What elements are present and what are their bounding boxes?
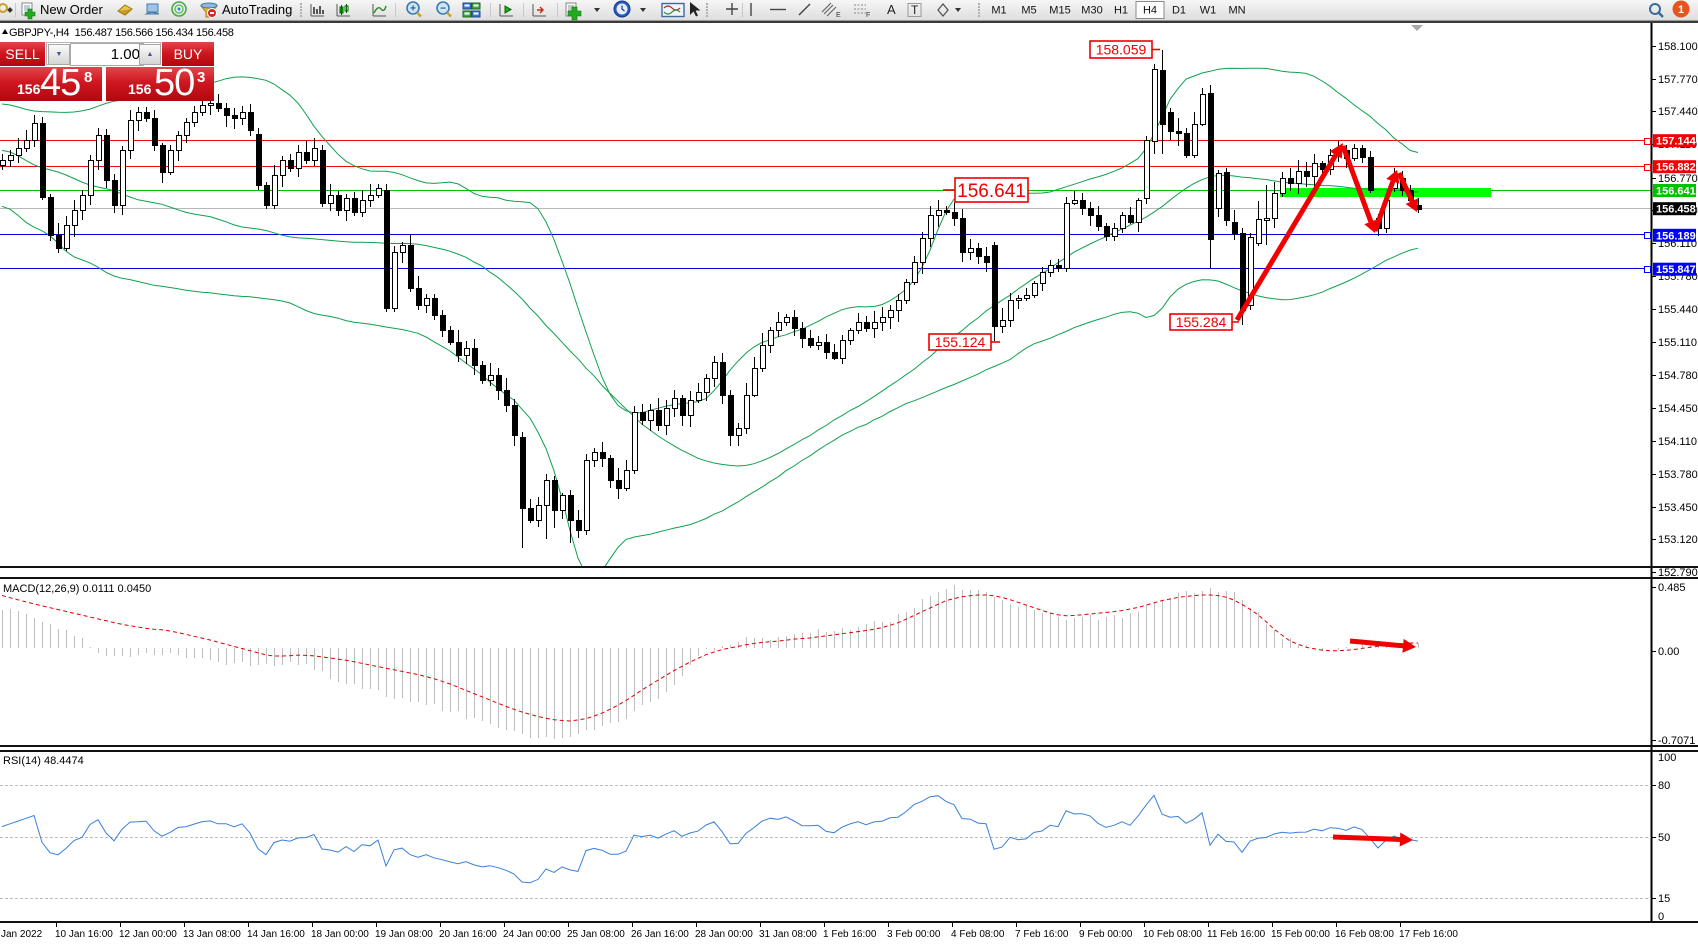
svg-text:0.485: 0.485: [1658, 582, 1686, 594]
svg-text:RSI(14) 48.4474: RSI(14) 48.4474: [3, 755, 84, 767]
svg-text:28 Jan 00:00: 28 Jan 00:00: [695, 929, 753, 940]
svg-text:155.440: 155.440: [1658, 304, 1698, 316]
svg-text:25 Jan 08:00: 25 Jan 08:00: [567, 929, 625, 940]
svg-text:H1: H1: [1114, 5, 1128, 17]
svg-text:15 Feb 00:00: 15 Feb 00:00: [1271, 929, 1330, 940]
svg-text:26 Jan 16:00: 26 Jan 16:00: [631, 929, 689, 940]
svg-text:50: 50: [1658, 832, 1670, 844]
svg-text:E: E: [836, 12, 841, 19]
svg-text:155.284: 155.284: [1176, 314, 1227, 330]
svg-text:0: 0: [1658, 911, 1664, 923]
svg-text:16 Feb 08:00: 16 Feb 08:00: [1335, 929, 1394, 940]
svg-text:MACD(12,26,9) 0.0111 0.0450: MACD(12,26,9) 0.0111 0.0450: [3, 583, 151, 595]
svg-text:7 Feb 16:00: 7 Feb 16:00: [1015, 929, 1069, 940]
svg-text:80: 80: [1658, 780, 1670, 792]
svg-text:156.641: 156.641: [957, 181, 1026, 202]
svg-text:1 Feb 16:00: 1 Feb 16:00: [823, 929, 877, 940]
svg-text:156.189: 156.189: [1656, 230, 1696, 242]
svg-text:31 Jan 08:00: 31 Jan 08:00: [759, 929, 817, 940]
svg-text:F: F: [866, 12, 870, 19]
svg-text:156.882: 156.882: [1656, 162, 1696, 174]
svg-text:MN: MN: [1228, 5, 1245, 17]
svg-text:18 Jan 00:00: 18 Jan 00:00: [311, 929, 369, 940]
svg-text:20 Jan 16:00: 20 Jan 16:00: [439, 929, 497, 940]
svg-text:14 Jan 16:00: 14 Jan 16:00: [247, 929, 305, 940]
svg-text:15: 15: [1658, 893, 1670, 905]
svg-text:156.641: 156.641: [1656, 186, 1696, 198]
svg-text:1: 1: [1678, 4, 1684, 16]
svg-text:M1: M1: [991, 5, 1006, 17]
svg-text:13 Jan 08:00: 13 Jan 08:00: [183, 929, 241, 940]
svg-text:17 Feb 16:00: 17 Feb 16:00: [1399, 929, 1458, 940]
svg-text:-0.7071: -0.7071: [1658, 735, 1695, 747]
svg-text:10 Feb 08:00: 10 Feb 08:00: [1143, 929, 1202, 940]
svg-text:155.110: 155.110: [1658, 337, 1697, 349]
svg-text:153.120: 153.120: [1658, 534, 1698, 546]
svg-text:M5: M5: [1021, 5, 1036, 17]
svg-text:3 Feb 00:00: 3 Feb 00:00: [887, 929, 941, 940]
svg-text:New Order: New Order: [40, 2, 104, 17]
svg-text:9 Feb 00:00: 9 Feb 00:00: [1079, 929, 1133, 940]
svg-text:−: −: [440, 4, 446, 15]
svg-text:156.770: 156.770: [1658, 173, 1698, 185]
svg-text:M15: M15: [1049, 5, 1070, 17]
svg-text:154.780: 154.780: [1658, 370, 1698, 382]
svg-text:24 Jan 00:00: 24 Jan 00:00: [503, 929, 561, 940]
svg-text:155.847: 155.847: [1656, 264, 1696, 276]
svg-text:T: T: [911, 3, 919, 17]
svg-text:D1: D1: [1172, 5, 1186, 17]
svg-text:0.00: 0.00: [1658, 646, 1679, 658]
svg-text:155.124: 155.124: [935, 334, 986, 350]
svg-text:153.450: 153.450: [1658, 502, 1698, 514]
svg-text:158.059: 158.059: [1096, 42, 1147, 58]
svg-text:H4: H4: [1143, 5, 1157, 17]
svg-text:19 Jan 08:00: 19 Jan 08:00: [375, 929, 433, 940]
svg-text:11 Feb 16:00: 11 Feb 16:00: [1207, 929, 1266, 940]
svg-text:12 Jan 00:00: 12 Jan 00:00: [119, 929, 177, 940]
svg-text:W1: W1: [1200, 5, 1217, 17]
svg-text:154.110: 154.110: [1658, 436, 1697, 448]
svg-text:156.458: 156.458: [1656, 204, 1696, 216]
svg-text:A: A: [887, 2, 896, 17]
svg-text:158.100: 158.100: [1658, 41, 1698, 53]
svg-text:154.450: 154.450: [1658, 403, 1698, 415]
svg-text:157.440: 157.440: [1658, 106, 1698, 118]
svg-text:GBPJPY-,H4 156.487 156.566 15: GBPJPY-,H4 156.487 156.566 156.434 156.4…: [9, 27, 234, 39]
svg-text:10 Jan 16:00: 10 Jan 16:00: [55, 929, 113, 940]
svg-text:153.780: 153.780: [1658, 469, 1698, 481]
svg-text:Jan 2022: Jan 2022: [1, 929, 43, 940]
svg-text:AutoTrading: AutoTrading: [222, 2, 292, 17]
svg-text:M30: M30: [1081, 5, 1102, 17]
svg-text:157.144: 157.144: [1656, 136, 1697, 148]
svg-text:4 Feb 08:00: 4 Feb 08:00: [951, 929, 1005, 940]
svg-text:100: 100: [1658, 752, 1676, 764]
svg-text:152.790: 152.790: [1658, 567, 1698, 579]
svg-text:157.770: 157.770: [1658, 74, 1698, 86]
svg-text:+: +: [410, 4, 416, 15]
